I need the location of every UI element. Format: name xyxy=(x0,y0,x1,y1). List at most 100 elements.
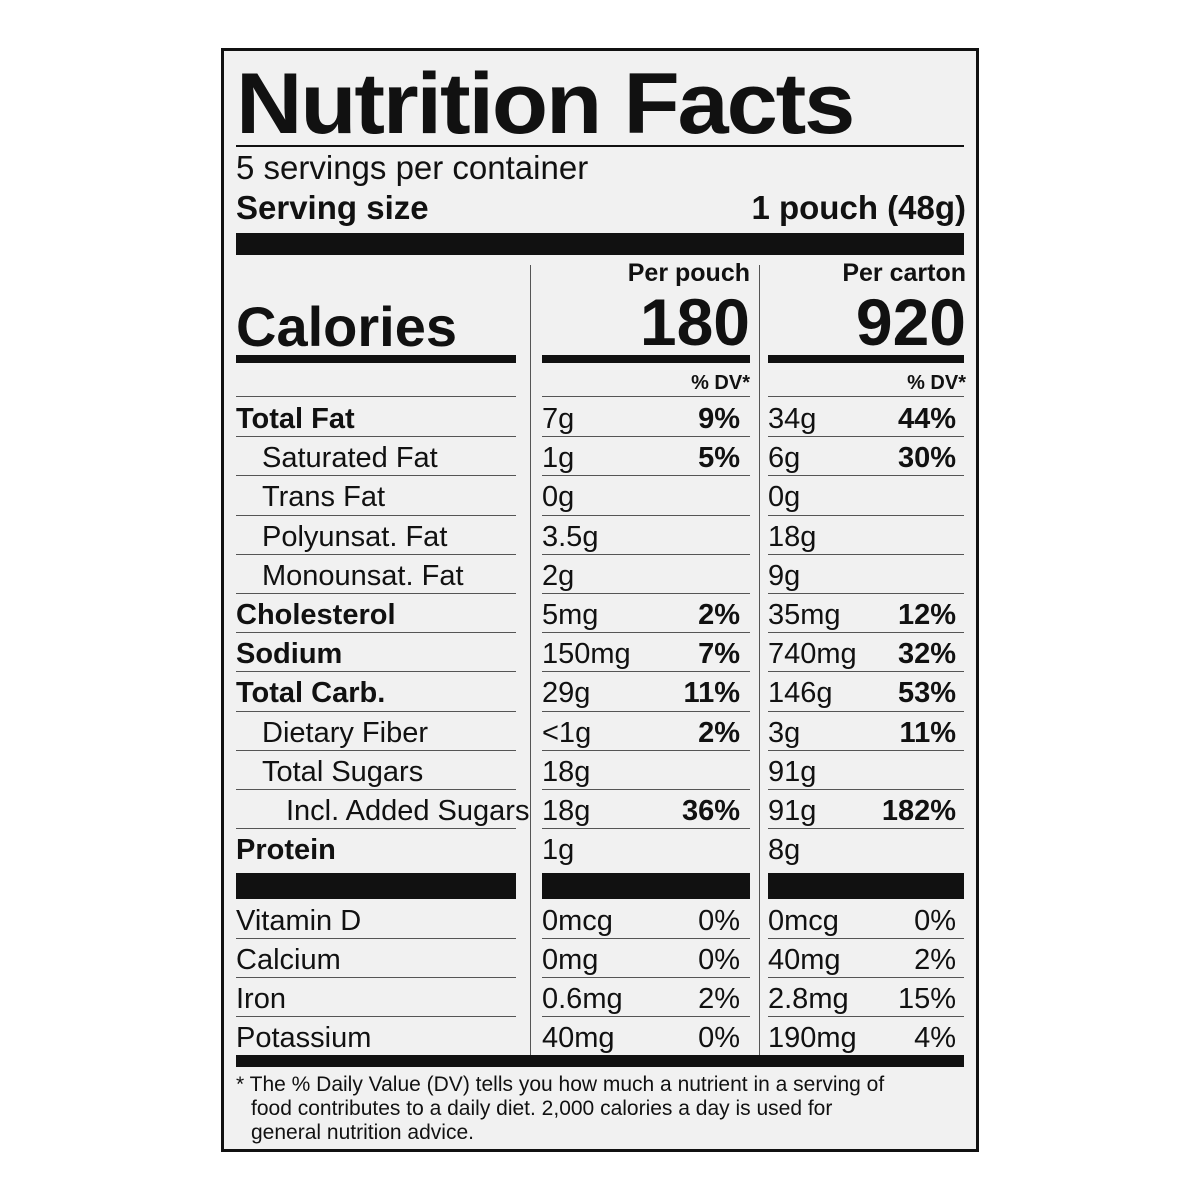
row-divider xyxy=(768,593,964,594)
row-divider xyxy=(236,938,516,939)
thick-rule-vitamins-pouch xyxy=(542,873,750,899)
nutrient-name: Trans Fat xyxy=(262,481,386,513)
row-divider xyxy=(768,938,964,939)
amount-per-pouch: 18g xyxy=(542,756,591,788)
amount-per-pouch: 1g xyxy=(542,442,575,474)
per-pouch-header: Per pouch xyxy=(627,259,750,287)
nutrient-row: Total Carb. 29g 11% 146g 53% xyxy=(236,673,966,712)
amount-per-carton: 2.8mg xyxy=(768,983,849,1015)
footnote-line-2: food contributes to a daily diet. 2,000 … xyxy=(251,1097,833,1120)
footnote-line-3: general nutrition advice. xyxy=(251,1121,474,1144)
nutrient-row: Saturated Fat 1g 5% 6g 30% xyxy=(236,438,966,477)
row-divider xyxy=(542,671,750,672)
nutrient-row: Total Fat 7g 9% 34g 44% xyxy=(236,399,966,438)
dv-per-pouch: 2% xyxy=(698,983,740,1015)
nutrient-name: Polyunsat. Fat xyxy=(262,521,448,553)
dv-per-pouch: 9% xyxy=(698,403,740,435)
row-divider xyxy=(542,938,750,939)
row-divider xyxy=(542,632,750,633)
amount-per-carton: 146g xyxy=(768,677,833,709)
row-divider xyxy=(768,750,964,751)
nutrient-row: Trans Fat 0g 0g xyxy=(236,477,966,516)
dv-per-carton: 12% xyxy=(897,599,956,631)
calories-rule-carton xyxy=(768,355,964,363)
vitamin-row: Vitamin D 0mcg 0% 0mcg 0% xyxy=(236,901,966,940)
row-divider xyxy=(236,515,516,516)
row-divider xyxy=(236,977,516,978)
dv-per-carton: 30% xyxy=(897,442,956,474)
dv-per-carton: 15% xyxy=(897,983,956,1015)
row-divider xyxy=(768,789,964,790)
row-divider xyxy=(768,671,964,672)
thick-rule-top xyxy=(236,233,964,255)
row-divider xyxy=(768,554,964,555)
row-divider xyxy=(236,671,516,672)
thick-rule-vitamins xyxy=(236,873,516,899)
nutrient-row: Protein 1g 8g xyxy=(236,830,966,869)
row-divider xyxy=(768,977,964,978)
amount-per-carton: 34g xyxy=(768,403,817,435)
row-divider xyxy=(236,711,516,712)
amount-per-carton: 6g xyxy=(768,442,801,474)
amount-per-carton: 740mg xyxy=(768,638,857,670)
calories-rule-name xyxy=(236,355,516,363)
nutrient-name: Total Carb. xyxy=(236,677,386,709)
row-divider xyxy=(236,396,516,397)
footnote-line-1: * The % Daily Value (DV) tells you how m… xyxy=(236,1073,885,1096)
row-divider xyxy=(236,593,516,594)
nutrient-row: Monounsat. Fat 2g 9g xyxy=(236,556,966,595)
nutrient-name: Monounsat. Fat xyxy=(262,560,464,592)
amount-per-pouch: 0g xyxy=(542,481,575,513)
dv-per-pouch: 0% xyxy=(698,905,740,937)
nutrient-row: Polyunsat. Fat 3.5g 18g xyxy=(236,517,966,556)
nutrition-facts-panel: Nutrition Facts 5 servings per container… xyxy=(221,48,979,1152)
nutrient-name: Sodium xyxy=(236,638,343,670)
row-divider xyxy=(542,711,750,712)
amount-per-carton: 18g xyxy=(768,521,817,553)
row-divider xyxy=(768,711,964,712)
amount-per-carton: 35mg xyxy=(768,599,841,631)
row-divider xyxy=(542,828,750,829)
row-divider xyxy=(236,632,516,633)
amount-per-pouch: 5mg xyxy=(542,599,599,631)
nutrient-row: Total Sugars 18g 91g xyxy=(236,752,966,791)
row-divider xyxy=(236,789,516,790)
dv-per-pouch: 2% xyxy=(698,717,740,749)
row-divider xyxy=(768,828,964,829)
nutrient-name: Total Fat xyxy=(236,403,355,435)
row-divider xyxy=(768,436,964,437)
dv-per-carton: 44% xyxy=(897,403,956,435)
dv-per-carton: 4% xyxy=(914,1022,956,1054)
dv-per-pouch: 5% xyxy=(698,442,740,474)
amount-per-pouch: 3.5g xyxy=(542,521,599,553)
row-divider xyxy=(236,554,516,555)
nutrient-row: Cholesterol 5mg 2% 35mg 12% xyxy=(236,595,966,634)
amount-per-carton: 0g xyxy=(768,481,801,513)
row-divider xyxy=(236,1016,516,1017)
dv-per-carton: 0% xyxy=(914,905,956,937)
amount-per-carton: 0mcg xyxy=(768,905,839,937)
vitamin-row: Calcium 0mg 0% 40mg 2% xyxy=(236,940,966,979)
amount-per-pouch: 0mg xyxy=(542,944,599,976)
row-divider xyxy=(236,475,516,476)
nutrient-name: Cholesterol xyxy=(236,599,396,631)
amount-per-pouch: 0.6mg xyxy=(542,983,623,1015)
dv-per-carton: 11% xyxy=(899,717,956,749)
nutrient-name: Saturated Fat xyxy=(262,442,438,474)
row-divider xyxy=(768,632,964,633)
row-divider xyxy=(768,475,964,476)
row-divider xyxy=(542,750,750,751)
calories-rule-pouch xyxy=(542,355,750,363)
amount-per-pouch: <1g xyxy=(542,717,592,749)
dv-header-pouch: % DV* xyxy=(691,372,750,394)
dv-per-carton: 182% xyxy=(881,795,956,827)
servings-per-container: 5 servings per container xyxy=(236,149,589,186)
row-divider xyxy=(542,515,750,516)
row-divider xyxy=(542,789,750,790)
row-divider xyxy=(236,828,516,829)
dv-per-carton: 32% xyxy=(897,638,956,670)
thick-rule-vitamins-carton xyxy=(768,873,964,899)
row-divider xyxy=(768,396,964,397)
dv-per-pouch: 7% xyxy=(698,638,740,670)
row-divider xyxy=(236,750,516,751)
